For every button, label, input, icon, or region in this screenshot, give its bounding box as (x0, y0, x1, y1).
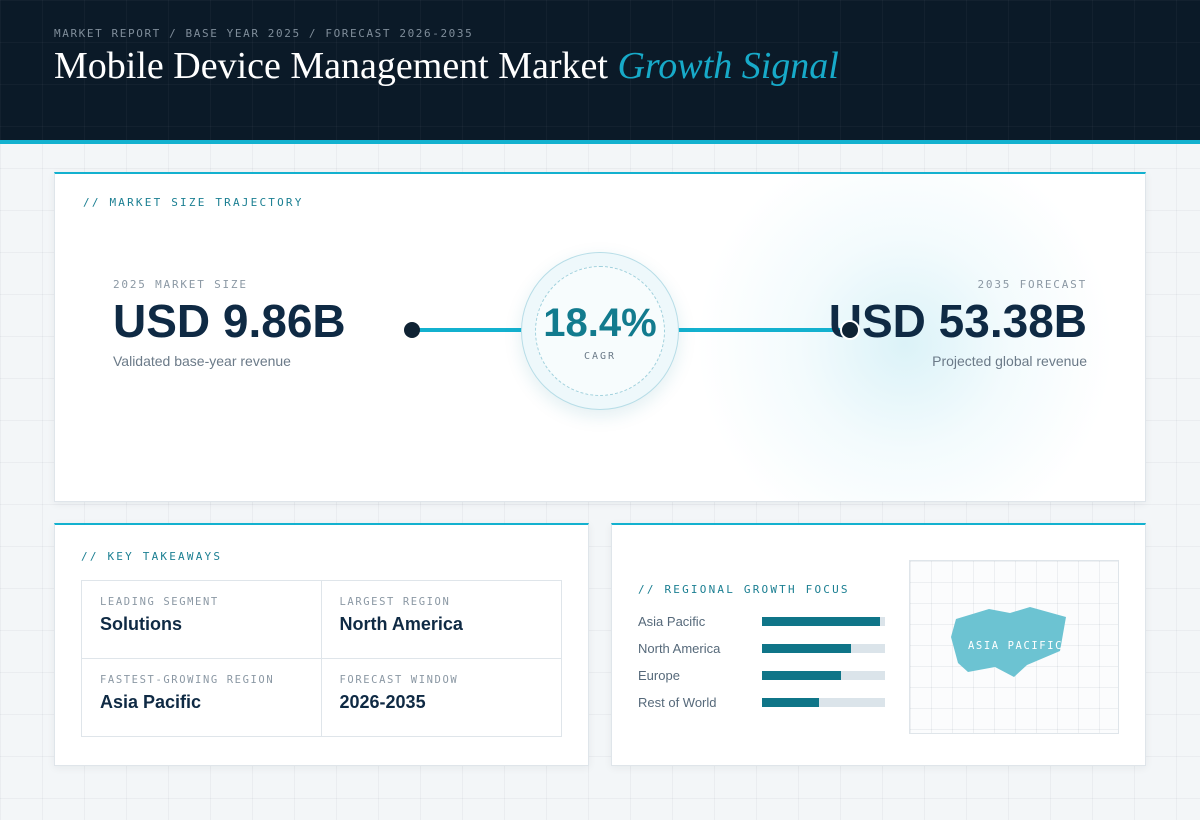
region-bar-track (762, 671, 885, 680)
takeaway-forecast-window: FORECAST WINDOW 2026-2035 (322, 659, 562, 737)
region-name: Asia Pacific (638, 614, 706, 629)
region-bar-row: Rest of World (638, 695, 888, 711)
cagr-value: 18.4% (543, 301, 657, 345)
base-year-caption: 2025 MARKET SIZE (113, 278, 248, 291)
takeaway-label: FASTEST-GROWING REGION (100, 673, 275, 686)
takeaway-value: Asia Pacific (100, 691, 202, 712)
forecast-note: Projected global revenue (932, 353, 1087, 369)
takeaway-label: FORECAST WINDOW (339, 673, 459, 686)
region-bar-row: Asia Pacific (638, 614, 888, 630)
region-name: Rest of World (638, 695, 717, 710)
region-bar-fill (762, 617, 881, 626)
region-bar-fill (762, 698, 819, 707)
forecast-glow (695, 174, 1115, 501)
market-size-trajectory-card: // MARKET SIZE TRAJECTORY 2025 MARKET SI… (54, 172, 1146, 502)
base-year-note: Validated base-year revenue (113, 353, 291, 369)
takeaway-value: Solutions (100, 614, 182, 634)
page-title-main: Mobile Device Management Market (54, 45, 608, 87)
takeaway-label: LEADING SEGMENT (100, 596, 219, 608)
asia-pacific-map-shape (951, 607, 1066, 677)
end-point-marker (840, 320, 860, 340)
breadcrumb: MARKET REPORT / BASE YEAR 2025 / FORECAS… (54, 27, 474, 40)
region-name: Europe (638, 668, 680, 683)
takeaway-value: 2026-2035 (339, 691, 426, 712)
takeaways-section-label: // KEY TAKEAWAYS (81, 550, 223, 563)
trajectory-section-label: // MARKET SIZE TRAJECTORY (83, 196, 304, 209)
start-point-marker (404, 322, 420, 338)
regional-growth-card: // REGIONAL GROWTH FOCUS Asia Pacific No… (611, 523, 1146, 766)
takeaway-leading-segment: LEADING SEGMENT Solutions (82, 581, 322, 659)
cagr-label: CAGR (583, 351, 617, 362)
page-title-accent: Growth Signal (617, 45, 839, 87)
forecast-value: USD 53.38B (828, 295, 1087, 347)
region-name: North America (638, 641, 721, 656)
forecast-caption: 2035 FORECAST (977, 278, 1087, 291)
cagr-badge-inner-ring: 18.4% CAGR (535, 266, 665, 396)
region-map: ASIA PACIFIC (909, 560, 1119, 734)
cagr-badge: 18.4% CAGR (521, 252, 679, 410)
region-bar-track (762, 698, 885, 707)
region-bar-fill (762, 644, 851, 653)
region-bar-row: Europe (638, 668, 888, 684)
region-bar-fill (762, 671, 841, 680)
takeaway-value: North America (339, 614, 463, 634)
map-region-label: ASIA PACIFIC (968, 640, 1064, 652)
takeaway-largest-region: LARGEST REGION North America (321, 581, 561, 659)
region-bar-track (762, 617, 885, 626)
key-takeaways-card: // KEY TAKEAWAYS LEADING SEGMENT Solutio… (54, 523, 589, 766)
takeaway-label: LARGEST REGION (339, 596, 451, 608)
region-bar-row: North America (638, 641, 888, 657)
base-year-value: USD 9.86B (113, 295, 346, 347)
regional-section-label: // REGIONAL GROWTH FOCUS (638, 583, 850, 596)
page-title: Mobile Device Management Market Growth S… (54, 44, 839, 88)
takeaway-fastest-growing-region: FASTEST-GROWING REGION Asia Pacific (82, 658, 322, 736)
takeaways-grid: LEADING SEGMENT Solutions LARGEST REGION… (81, 580, 562, 737)
region-bar-track (762, 644, 885, 653)
report-header: MARKET REPORT / BASE YEAR 2025 / FORECAS… (0, 0, 1200, 144)
